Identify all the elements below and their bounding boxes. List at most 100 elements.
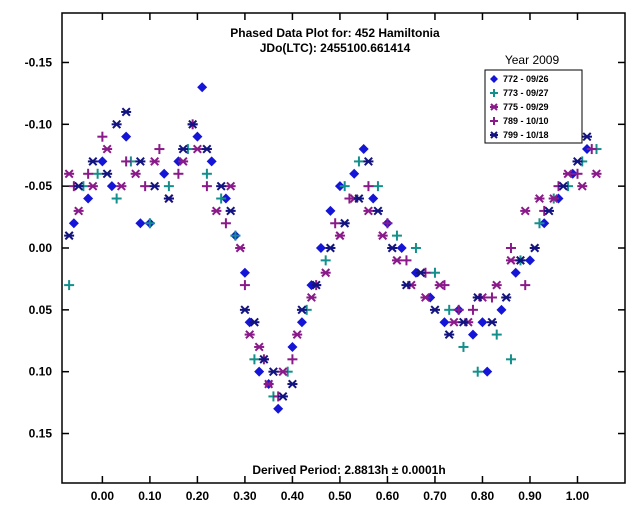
data-point-s2-35 bbox=[548, 194, 559, 203]
data-point-s0-19 bbox=[287, 341, 298, 352]
data-point-s2-6 bbox=[149, 156, 160, 166]
data-point-s0-27 bbox=[368, 193, 379, 204]
legend-label-2: 775 - 09/29 bbox=[503, 102, 549, 112]
data-point-s3-26 bbox=[520, 280, 531, 291]
data-point-s4-35 bbox=[501, 293, 512, 302]
data-point-s3-13 bbox=[287, 354, 298, 365]
data-point-s4-2 bbox=[87, 156, 98, 166]
data-point-s2-36 bbox=[562, 169, 573, 179]
data-point-s2-13 bbox=[244, 330, 255, 340]
data-point-s0-39 bbox=[524, 255, 535, 266]
data-point-s2-4 bbox=[116, 181, 127, 191]
legend-marker-0 bbox=[490, 75, 498, 83]
chart-title: Phased Data Plot for: 452 Hamiltonia bbox=[230, 26, 440, 40]
data-point-s2-18 bbox=[306, 293, 317, 302]
data-point-s2-0 bbox=[64, 169, 75, 179]
data-point-s4-30 bbox=[429, 305, 440, 315]
y-tick-label-1: -0.10 bbox=[25, 117, 53, 131]
data-point-s0-25 bbox=[349, 168, 360, 179]
data-point-s2-38 bbox=[591, 169, 602, 179]
data-point-s4-1 bbox=[73, 181, 84, 191]
data-point-s3-30 bbox=[586, 144, 597, 155]
data-point-s3-4 bbox=[140, 181, 151, 192]
legend-box bbox=[484, 69, 583, 144]
x-tick-label-1: 0.10 bbox=[138, 489, 162, 503]
data-point-s1-5 bbox=[144, 218, 155, 229]
y-tick-label-2: -0.05 bbox=[25, 179, 53, 193]
data-point-s3-8 bbox=[201, 181, 212, 192]
legend-items: 772 - 09/26 773 - 09/27 775 - 09/29 789 - 1… bbox=[490, 74, 549, 140]
data-point-s0-5 bbox=[135, 218, 146, 229]
data-point-s2-31 bbox=[491, 280, 502, 290]
data-point-s1-16 bbox=[339, 181, 350, 192]
data-point-s2-5 bbox=[130, 169, 141, 179]
data-point-s2-28 bbox=[448, 317, 459, 327]
data-point-s2-8 bbox=[178, 156, 189, 166]
data-point-s4-24 bbox=[353, 194, 364, 203]
data-point-s3-2 bbox=[97, 131, 108, 142]
data-point-s1-10 bbox=[230, 230, 241, 241]
data-point-s1-20 bbox=[410, 243, 421, 253]
data-point-s1-9 bbox=[216, 193, 227, 204]
data-point-s0-10 bbox=[197, 82, 208, 93]
legend-label-3: 789 - 10/10 bbox=[503, 116, 549, 126]
legend-marker-4 bbox=[490, 131, 498, 139]
data-point-s4-40 bbox=[572, 156, 583, 166]
data-point-s2-9 bbox=[192, 144, 203, 154]
data-point-s4-16 bbox=[258, 354, 269, 364]
data-point-s0-7 bbox=[159, 168, 170, 179]
data-point-s1-25 bbox=[491, 329, 502, 340]
data-point-s1-15 bbox=[320, 255, 331, 266]
data-point-s4-4 bbox=[111, 119, 122, 129]
data-point-s0-38 bbox=[510, 267, 521, 278]
data-point-s2-22 bbox=[363, 206, 374, 216]
data-point-s1-24 bbox=[472, 366, 483, 377]
data-point-s2-11 bbox=[225, 181, 236, 191]
x-tick-label-3: 0.30 bbox=[233, 489, 257, 503]
x-tick-label-2: 0.20 bbox=[186, 489, 210, 503]
legend-label-0: 772 - 09/26 bbox=[503, 74, 549, 84]
data-point-s0-34 bbox=[467, 329, 478, 340]
data-point-s4-33 bbox=[472, 293, 483, 302]
data-point-s4-9 bbox=[178, 144, 189, 154]
data-point-s4-3 bbox=[102, 169, 113, 179]
data-point-s4-21 bbox=[311, 280, 322, 290]
data-point-s1-23 bbox=[458, 341, 469, 352]
data-point-s3-22 bbox=[453, 304, 464, 315]
data-point-s3-17 bbox=[363, 181, 374, 192]
data-point-s4-32 bbox=[458, 317, 469, 327]
legend: Year 2009 772 - 09/26 773 - 09/27 775 - 09… bbox=[484, 53, 583, 144]
data-point-s2-16 bbox=[277, 367, 288, 377]
data-point-s2-32 bbox=[505, 255, 516, 265]
data-point-s1-8 bbox=[201, 168, 212, 179]
data-point-s1-22 bbox=[444, 304, 455, 315]
data-point-s3-15 bbox=[330, 218, 341, 229]
data-point-s4-26 bbox=[372, 206, 383, 216]
data-point-s1-18 bbox=[372, 181, 383, 192]
chart-footer: Derived Period: 2.8813h ± 0.0001h bbox=[252, 463, 445, 477]
data-point-s2-12 bbox=[235, 243, 246, 253]
x-tick-label-10: 1.00 bbox=[566, 489, 590, 503]
data-point-s2-34 bbox=[534, 194, 545, 203]
data-point-s4-23 bbox=[339, 218, 350, 228]
data-point-s2-15 bbox=[263, 379, 274, 389]
data-point-s0-4 bbox=[121, 131, 132, 142]
data-point-s0-9 bbox=[192, 131, 203, 142]
data-point-s1-28 bbox=[534, 218, 545, 229]
data-point-s2-17 bbox=[292, 330, 303, 340]
data-point-s4-10 bbox=[187, 119, 198, 129]
data-point-s1-3 bbox=[111, 193, 122, 204]
data-point-s2-1 bbox=[73, 206, 84, 216]
data-point-s4-31 bbox=[444, 330, 455, 340]
data-point-s0-37 bbox=[496, 304, 507, 315]
data-point-s3-5 bbox=[154, 144, 165, 155]
data-point-s4-13 bbox=[225, 206, 236, 216]
y-tick-label-6: 0.15 bbox=[29, 427, 53, 441]
data-point-s4-18 bbox=[277, 391, 288, 401]
data-point-s2-33 bbox=[520, 206, 531, 216]
data-point-s0-29 bbox=[396, 243, 407, 253]
data-point-s3-25 bbox=[505, 243, 516, 253]
data-point-s0-23 bbox=[325, 205, 336, 216]
data-point-s4-41 bbox=[581, 132, 592, 142]
